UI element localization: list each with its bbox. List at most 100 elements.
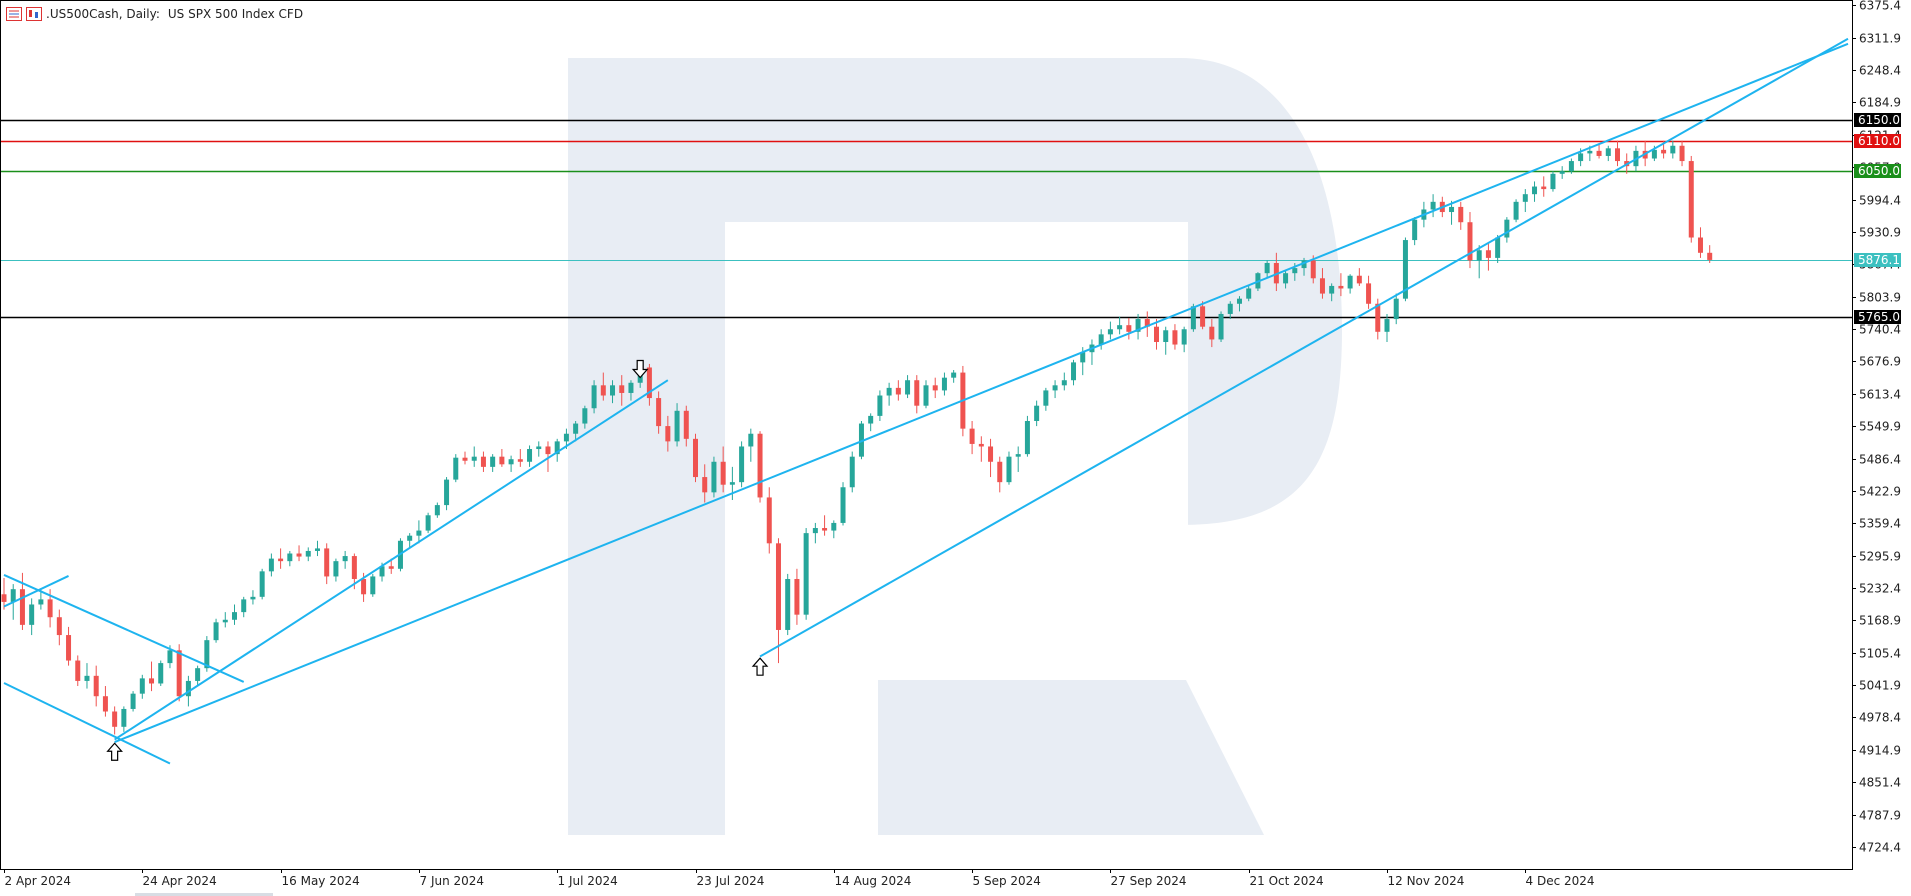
candle[interactable] xyxy=(517,449,523,467)
candle[interactable] xyxy=(858,420,864,460)
candle[interactable] xyxy=(333,558,339,582)
candle[interactable] xyxy=(840,482,846,526)
candle[interactable] xyxy=(923,380,929,409)
candle[interactable] xyxy=(794,568,800,625)
candle[interactable] xyxy=(1181,326,1187,353)
candle[interactable] xyxy=(1126,318,1132,340)
candle[interactable] xyxy=(29,598,35,636)
trendline[interactable] xyxy=(114,379,669,741)
candle[interactable] xyxy=(1476,245,1482,279)
candle[interactable] xyxy=(693,433,698,483)
candle[interactable] xyxy=(407,533,413,549)
candle[interactable] xyxy=(370,573,376,597)
candle[interactable] xyxy=(610,380,616,404)
candle[interactable] xyxy=(1163,326,1169,355)
candle[interactable] xyxy=(951,370,957,383)
candle[interactable] xyxy=(1513,199,1519,223)
candle[interactable] xyxy=(997,456,1003,493)
candle[interactable] xyxy=(1052,380,1058,399)
candle[interactable] xyxy=(149,661,155,692)
candle[interactable] xyxy=(905,375,911,399)
candle[interactable] xyxy=(241,596,247,618)
candle[interactable] xyxy=(1688,155,1694,243)
candle[interactable] xyxy=(1135,313,1141,340)
candle[interactable] xyxy=(978,436,984,462)
candle[interactable] xyxy=(1283,270,1289,289)
candle[interactable] xyxy=(490,454,496,472)
candle[interactable] xyxy=(573,420,579,442)
candle[interactable] xyxy=(462,451,468,465)
candle[interactable] xyxy=(1329,283,1335,302)
candle[interactable] xyxy=(1670,140,1676,159)
candle[interactable] xyxy=(702,464,708,503)
candle[interactable] xyxy=(1264,260,1270,279)
candle[interactable] xyxy=(757,431,763,503)
candle[interactable] xyxy=(628,380,634,401)
trendline[interactable] xyxy=(3,575,69,608)
candle[interactable] xyxy=(444,477,450,511)
candle[interactable] xyxy=(84,663,90,689)
candle[interactable] xyxy=(388,558,394,574)
candle[interactable] xyxy=(1200,301,1206,330)
candle[interactable] xyxy=(1679,140,1685,167)
candle[interactable] xyxy=(130,691,136,712)
candle[interactable] xyxy=(988,438,994,478)
candle[interactable] xyxy=(739,441,745,488)
candle[interactable] xyxy=(1568,158,1574,174)
candle[interactable] xyxy=(1532,181,1538,202)
candle[interactable] xyxy=(250,590,256,605)
candle[interactable] xyxy=(729,466,735,500)
candle[interactable] xyxy=(877,390,883,421)
candle[interactable] xyxy=(75,655,81,687)
candle[interactable] xyxy=(665,415,671,452)
candle[interactable] xyxy=(158,660,164,687)
candle[interactable] xyxy=(305,547,311,562)
candle[interactable] xyxy=(499,449,505,467)
candle[interactable] xyxy=(1071,359,1077,386)
candle[interactable] xyxy=(591,380,597,414)
candle[interactable] xyxy=(102,686,108,717)
candle[interactable] xyxy=(56,609,62,646)
candle[interactable] xyxy=(232,604,237,625)
candle[interactable] xyxy=(434,502,440,518)
candle[interactable] xyxy=(1596,143,1602,159)
candle[interactable] xyxy=(1061,372,1067,391)
candle[interactable] xyxy=(66,626,72,666)
trendline[interactable] xyxy=(3,574,245,683)
candle[interactable] xyxy=(1615,140,1620,167)
candle[interactable] xyxy=(480,451,486,472)
candle[interactable] xyxy=(1356,268,1362,286)
candle[interactable] xyxy=(1107,321,1113,340)
candle[interactable] xyxy=(508,455,514,472)
candle[interactable] xyxy=(941,372,947,396)
candle[interactable] xyxy=(1144,311,1150,337)
candle[interactable] xyxy=(1246,285,1252,302)
candle[interactable] xyxy=(1697,227,1703,258)
candle[interactable] xyxy=(1485,242,1491,271)
candle[interactable] xyxy=(785,573,791,636)
trendline[interactable] xyxy=(3,682,171,765)
candle[interactable] xyxy=(803,528,809,620)
candle[interactable] xyxy=(1707,245,1713,263)
candle[interactable] xyxy=(471,446,477,467)
candle[interactable] xyxy=(222,612,228,628)
bars-chart-icon[interactable] xyxy=(6,7,22,21)
candle[interactable] xyxy=(1034,400,1040,427)
candle[interactable] xyxy=(1430,194,1436,218)
candle[interactable] xyxy=(775,538,781,664)
trendline[interactable] xyxy=(759,37,1849,658)
candle[interactable] xyxy=(342,550,348,569)
candle[interactable] xyxy=(324,543,330,585)
candle[interactable] xyxy=(527,445,533,467)
candle[interactable] xyxy=(1,577,7,610)
candle[interactable] xyxy=(582,405,588,429)
candle[interactable] xyxy=(1015,446,1021,472)
candle[interactable] xyxy=(1550,171,1556,192)
candle[interactable] xyxy=(969,420,975,455)
candle[interactable] xyxy=(646,363,652,406)
candle[interactable] xyxy=(914,375,920,414)
candle[interactable] xyxy=(600,372,606,401)
candle[interactable] xyxy=(1154,319,1159,350)
candle[interactable] xyxy=(1117,316,1123,335)
